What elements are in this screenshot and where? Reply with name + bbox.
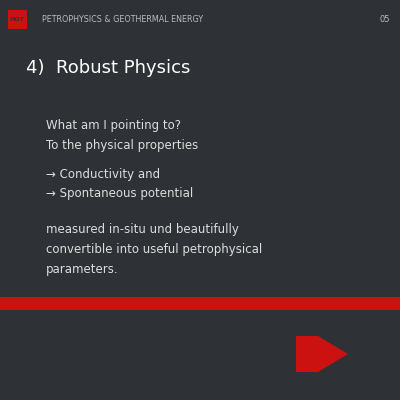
Text: PETROPHYSICS & GEOTHERMAL ENERGY: PETROPHYSICS & GEOTHERMAL ENERGY: [42, 15, 203, 24]
Polygon shape: [296, 336, 348, 372]
Text: → Conductivity and: → Conductivity and: [46, 168, 160, 180]
Text: 05: 05: [380, 15, 390, 24]
Text: parameters.: parameters.: [46, 264, 119, 276]
Text: 4)  Robust Physics: 4) Robust Physics: [26, 59, 190, 77]
Text: To the physical properties: To the physical properties: [46, 140, 198, 152]
Text: → Spontaneous potential: → Spontaneous potential: [46, 188, 193, 200]
FancyBboxPatch shape: [8, 10, 27, 29]
Text: What am I pointing to?: What am I pointing to?: [46, 120, 181, 132]
Text: HOT: HOT: [10, 17, 25, 22]
Text: convertible into useful petrophysical: convertible into useful petrophysical: [46, 244, 262, 256]
FancyBboxPatch shape: [0, 297, 400, 310]
Text: measured in-situ und beautifully: measured in-situ und beautifully: [46, 224, 239, 236]
